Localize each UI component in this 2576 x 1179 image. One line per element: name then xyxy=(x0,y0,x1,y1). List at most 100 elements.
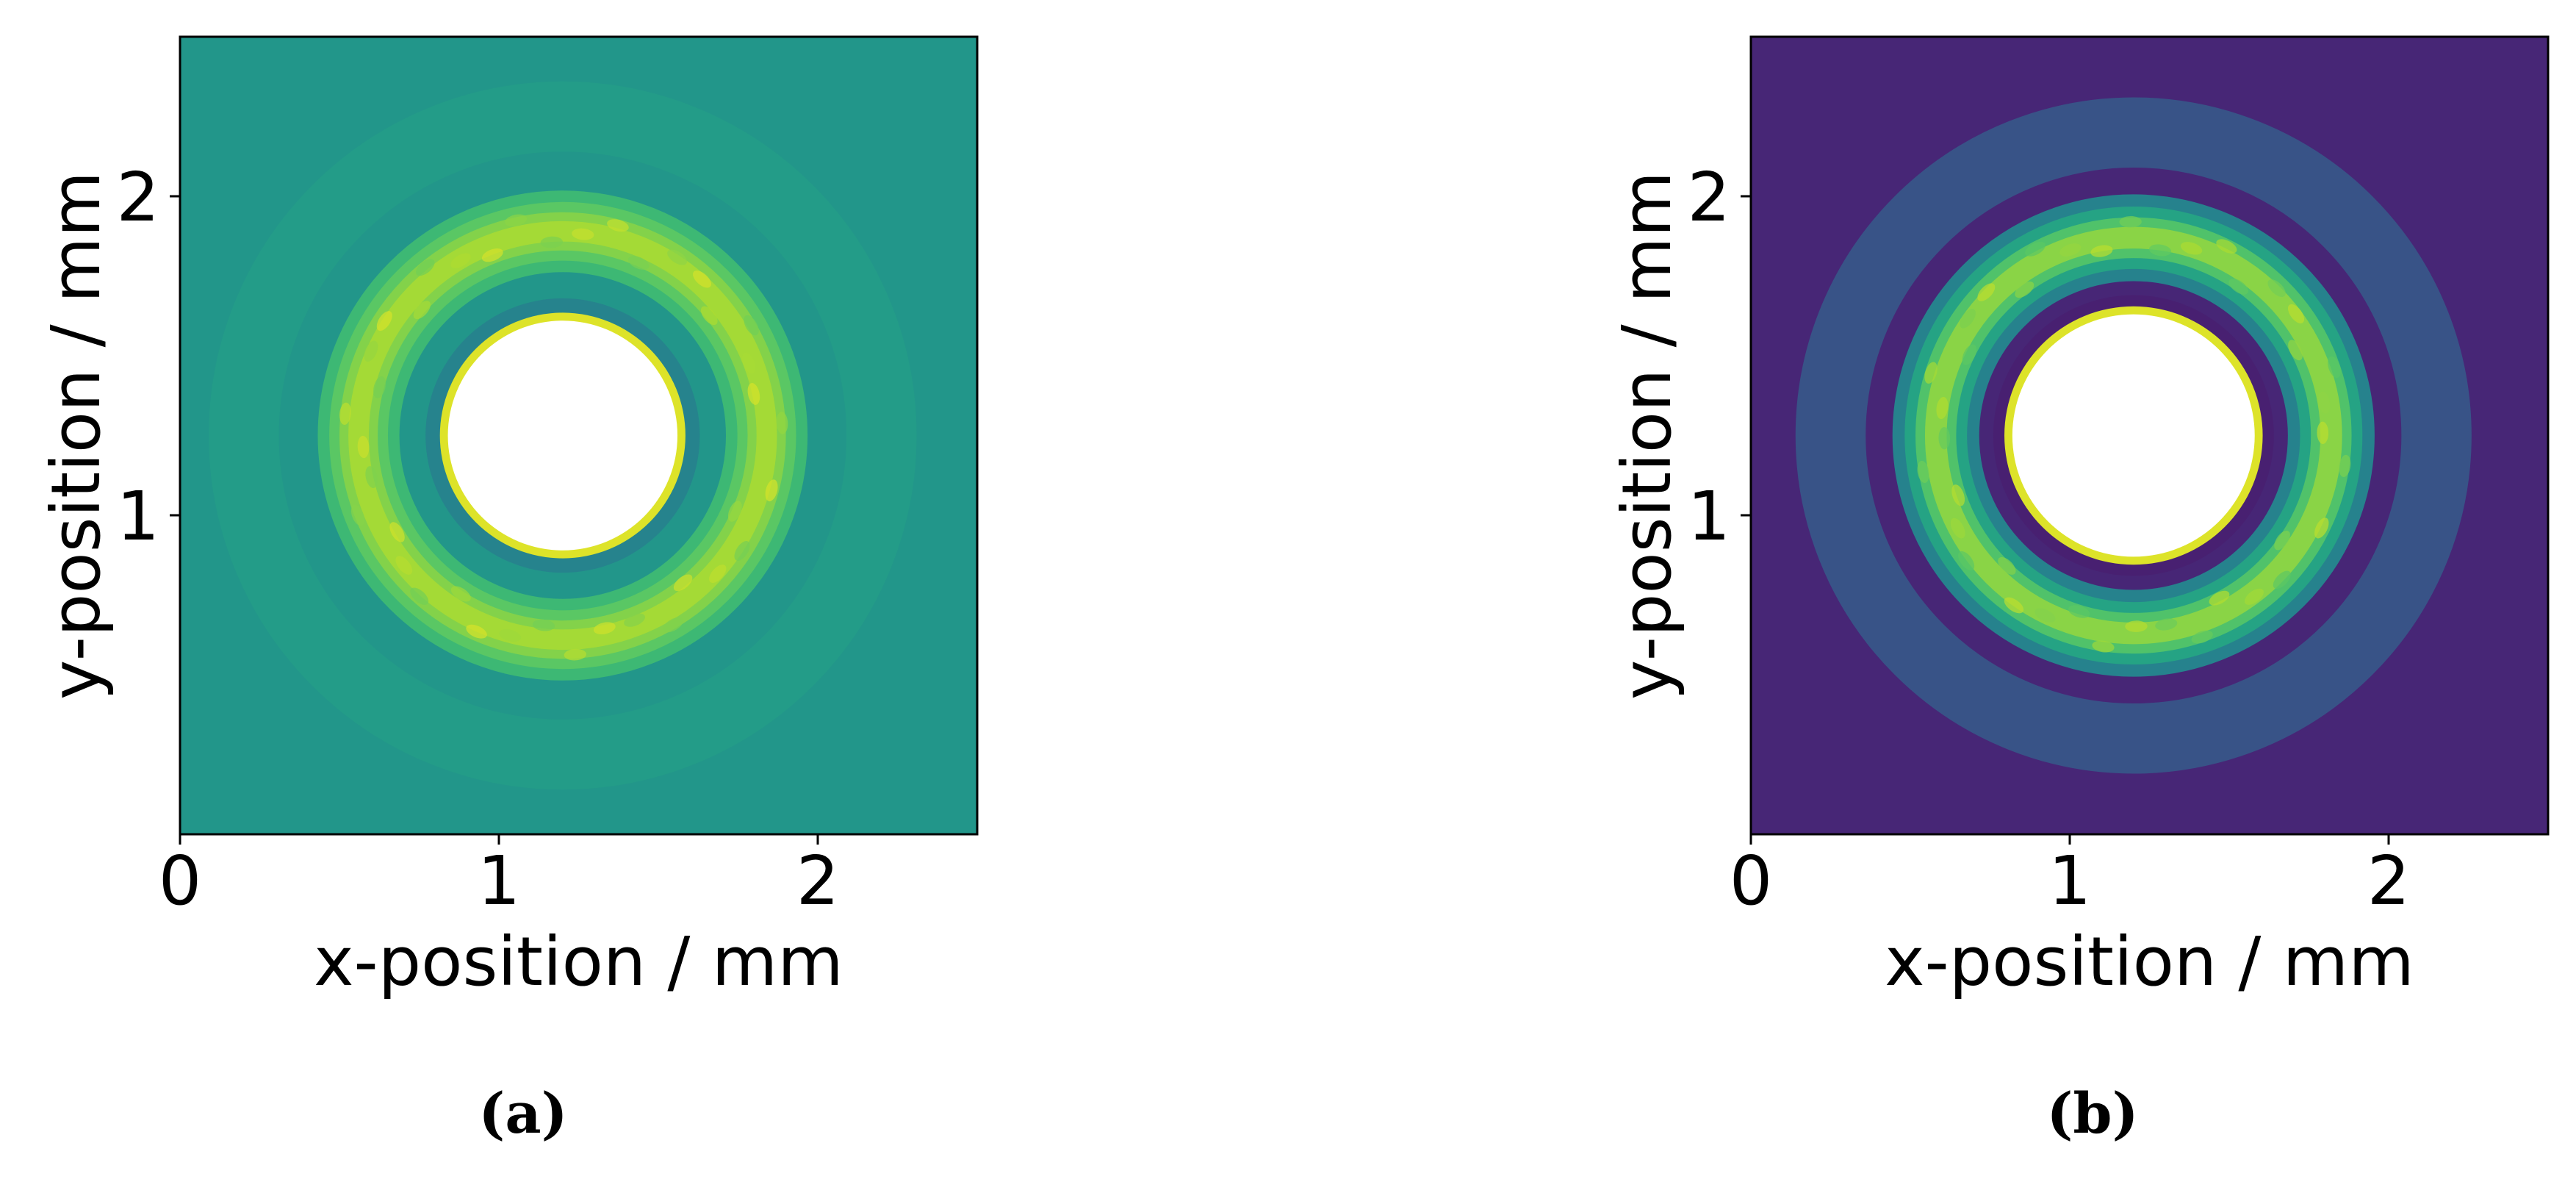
ring-speckle xyxy=(1960,309,1976,329)
ring-speckle xyxy=(564,648,587,661)
ring-speckle xyxy=(1962,344,1977,365)
x-tick-label: 2 xyxy=(796,842,840,920)
ring-speckle xyxy=(395,556,413,575)
y-axis-label: y-position / mm xyxy=(1608,171,1686,700)
panel-caption-a: (a) xyxy=(478,1081,568,1146)
ring-speckle xyxy=(1950,517,1965,539)
ring-speckle xyxy=(734,541,750,561)
ring-speckle xyxy=(410,587,429,605)
ring-speckle xyxy=(2155,618,2178,631)
ring-speckle xyxy=(2216,239,2237,254)
outer-faint-ring xyxy=(1795,97,2472,774)
saturated-core xyxy=(2012,314,2255,557)
ring-speckle xyxy=(2068,605,2090,618)
x-tick-label: 1 xyxy=(2048,842,2092,920)
ring-speckle xyxy=(505,214,528,227)
ring-speckle xyxy=(1936,396,1949,420)
ring-speckle xyxy=(466,624,487,639)
ring-speckle xyxy=(373,376,386,398)
ring-speckle xyxy=(627,256,650,270)
heatmap-image xyxy=(180,37,977,834)
ring-speckle xyxy=(744,315,759,336)
ring-speckle xyxy=(2025,241,2046,257)
x-tick-label: 0 xyxy=(1730,842,1773,920)
ring-speckle xyxy=(2287,304,2305,323)
ring-speckle xyxy=(2316,483,2329,505)
ring-speckle xyxy=(2059,243,2082,257)
ring-speckle xyxy=(2209,590,2230,606)
ring-speckle xyxy=(1951,484,1965,506)
x-tick-label: 0 xyxy=(159,842,202,920)
plot-frame xyxy=(1749,35,2550,836)
ring-speckle xyxy=(2119,215,2142,228)
ring-speckle xyxy=(2328,356,2341,379)
ring-speckle xyxy=(2273,570,2291,589)
ring-speckle xyxy=(2317,421,2329,445)
ring-speckle xyxy=(663,617,683,633)
ring-speckle xyxy=(2015,281,2034,298)
ring-speckle xyxy=(365,466,378,489)
ring-speckle xyxy=(2004,597,2024,614)
saturated-core xyxy=(447,320,678,551)
ring-speckle xyxy=(2090,245,2113,257)
ring-speckle xyxy=(450,586,471,602)
ring-speckle xyxy=(376,311,392,332)
ring-speckle xyxy=(1938,426,1951,450)
ring-speckle xyxy=(481,248,503,262)
heatmap-image xyxy=(1751,37,2548,834)
ring-speckle xyxy=(532,619,555,631)
outer-faint-ring xyxy=(209,81,917,790)
bright-ring-band xyxy=(348,221,777,651)
plot-frame xyxy=(179,35,979,836)
ring-speckle xyxy=(693,270,711,288)
x-tick-label: 2 xyxy=(2367,842,2411,920)
ring-speckle xyxy=(624,613,645,627)
x-axis-label: x-position / mm xyxy=(1885,922,2414,1001)
ring-speckle xyxy=(350,504,365,526)
ring-speckle xyxy=(339,402,351,425)
ring-speckle xyxy=(776,412,788,434)
ring-speckle xyxy=(357,435,370,459)
bright-ring-band xyxy=(1924,226,2342,645)
ring-speckle xyxy=(2288,340,2303,361)
ring-speckle xyxy=(1958,551,1975,570)
y-axis-label: y-position / mm xyxy=(37,171,115,700)
ring-speckle xyxy=(700,306,718,326)
y-tick-label: 1 xyxy=(116,477,159,556)
ring-speckle xyxy=(2244,588,2264,605)
ring-speckle xyxy=(765,479,778,502)
ring-speckle xyxy=(2125,620,2148,632)
ring-speckle xyxy=(499,629,522,642)
ring-speckle xyxy=(2339,454,2351,477)
ring-speckle xyxy=(450,253,471,268)
ring-speckle xyxy=(389,522,405,542)
x-axis-label: x-position / mm xyxy=(314,922,843,1001)
ring-speckle xyxy=(727,501,742,522)
ring-speckle xyxy=(741,352,756,374)
ring-speckle xyxy=(593,622,616,634)
ring-speckle xyxy=(1998,556,2016,575)
y-tick-label: 2 xyxy=(1687,158,1730,237)
ring-speckle xyxy=(1924,362,1938,384)
ring-speckle xyxy=(572,228,594,240)
ring-speckle xyxy=(2034,608,2056,623)
ring-speckle xyxy=(2092,640,2115,653)
x-tick-label: 1 xyxy=(478,842,521,920)
ring-speckle xyxy=(2228,279,2248,295)
y-tick-label: 2 xyxy=(116,158,159,237)
ring-speckle xyxy=(667,249,688,265)
ring-speckle xyxy=(709,565,727,584)
ring-speckle xyxy=(747,383,760,405)
ring-speckle xyxy=(2317,391,2331,414)
ring-speckle xyxy=(607,219,629,232)
ring-speckle xyxy=(1977,283,1996,301)
ring-speckle xyxy=(2267,279,2286,298)
ring-speckle xyxy=(760,445,772,467)
ring-speckle xyxy=(540,236,563,248)
ring-speckle xyxy=(364,340,378,362)
ring-speckle xyxy=(1917,460,1929,484)
